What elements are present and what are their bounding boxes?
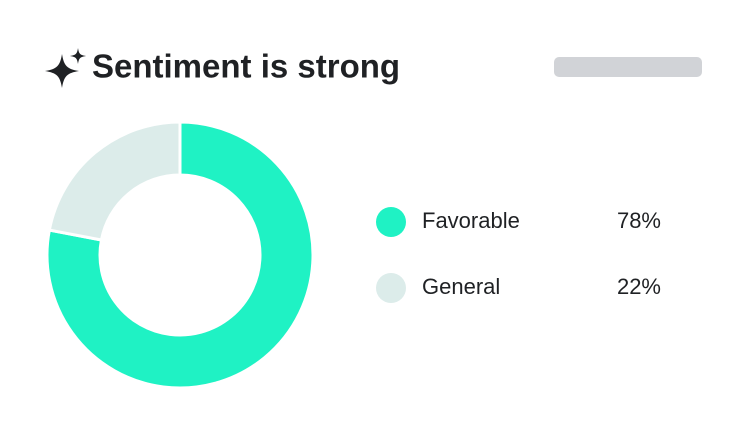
legend-value: 22% bbox=[617, 274, 661, 299]
slice bbox=[47, 120, 182, 242]
donut bbox=[45, 120, 315, 390]
slice bbox=[45, 120, 315, 390]
chart-title: Sentiment is strong bbox=[92, 48, 400, 85]
legend: Favorable 78% General 22% bbox=[376, 207, 661, 303]
sparkle-icon bbox=[45, 48, 86, 88]
legend-value: 78% bbox=[617, 208, 661, 233]
legend-swatch bbox=[376, 207, 406, 237]
legend-label: General bbox=[422, 274, 500, 299]
legend-label: Favorable bbox=[422, 208, 520, 233]
legend-swatch bbox=[376, 273, 406, 303]
placeholder-bar bbox=[554, 57, 702, 77]
